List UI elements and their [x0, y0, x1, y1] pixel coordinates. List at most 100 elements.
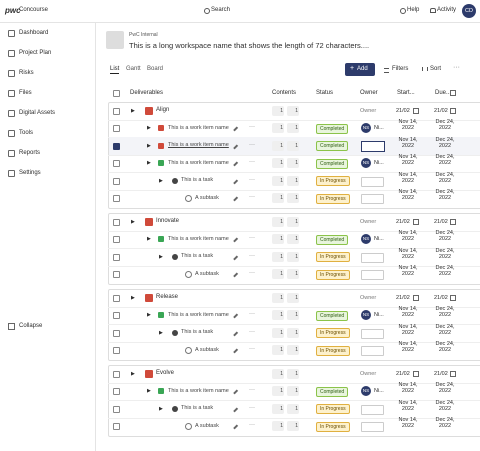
content-count[interactable]: 1 — [287, 193, 299, 204]
content-count[interactable]: 1 — [287, 140, 299, 151]
content-count[interactable]: 1 — [272, 193, 284, 204]
nav-item[interactable]: Digital Assets — [19, 110, 56, 116]
row-more[interactable]: ··· — [249, 235, 255, 242]
content-count[interactable]: 1 — [287, 175, 299, 186]
row-more[interactable]: ··· — [249, 404, 255, 411]
nav-item[interactable]: Dashboard — [19, 30, 49, 36]
row-name[interactable]: This is a work item name — [168, 311, 229, 318]
row-more[interactable]: ··· — [249, 141, 255, 148]
content-count[interactable]: 1 — [272, 345, 284, 356]
content-count[interactable]: 1 — [272, 140, 284, 151]
row-name[interactable]: A subtask — [195, 270, 219, 277]
nav-item[interactable]: Risks — [19, 70, 34, 76]
expand[interactable]: ▶ — [131, 370, 135, 377]
more[interactable]: ··· — [453, 64, 460, 71]
checkbox[interactable] — [113, 160, 120, 168]
row-name[interactable]: This is a work item name — [168, 142, 229, 149]
content-count[interactable]: 1 — [272, 105, 284, 116]
tab[interactable]: List — [110, 66, 120, 74]
row-more[interactable]: ··· — [249, 422, 255, 429]
row-more[interactable]: ··· — [249, 124, 255, 131]
add-button[interactable]: Add + — [345, 63, 375, 76]
checkbox[interactable] — [113, 312, 120, 320]
row-name[interactable]: This is a task — [181, 253, 214, 260]
nav-item[interactable]: Tools — [19, 130, 34, 136]
checkbox[interactable] — [113, 195, 120, 203]
checkbox[interactable] — [113, 218, 120, 226]
content-count[interactable]: 1 — [287, 269, 299, 280]
checkbox[interactable] — [113, 271, 120, 279]
row-more[interactable]: ··· — [249, 194, 255, 201]
owner-input[interactable] — [361, 328, 384, 339]
owner-input[interactable] — [361, 252, 384, 263]
checkbox[interactable] — [113, 294, 120, 302]
expand[interactable]: ▶ — [147, 236, 151, 243]
owner-input[interactable] — [361, 346, 384, 357]
deliverable-name[interactable]: Evolve — [156, 370, 175, 377]
sort[interactable]: Sort — [430, 66, 442, 72]
content-count[interactable]: 1 — [287, 234, 299, 245]
owner-input[interactable] — [361, 176, 384, 187]
expand[interactable]: ▶ — [147, 142, 151, 149]
expand[interactable]: ▶ — [159, 177, 163, 184]
row-more[interactable]: ··· — [249, 176, 255, 183]
expand[interactable]: ▶ — [147, 388, 151, 395]
row-more[interactable]: ··· — [249, 387, 255, 394]
checkbox[interactable] — [113, 236, 120, 244]
row-more[interactable]: ··· — [249, 328, 255, 335]
content-count[interactable]: 1 — [272, 386, 284, 397]
content-count[interactable]: 1 — [272, 327, 284, 338]
owner-input[interactable] — [361, 422, 384, 433]
content-count[interactable]: 1 — [272, 269, 284, 280]
checkbox[interactable] — [113, 370, 120, 378]
row-more[interactable]: ··· — [249, 311, 255, 318]
content-count[interactable]: 1 — [287, 403, 299, 414]
row-name[interactable]: A subtask — [195, 422, 219, 429]
content-count[interactable]: 1 — [287, 105, 299, 116]
checkbox[interactable] — [113, 423, 120, 431]
nav-item[interactable]: Settings — [19, 170, 41, 176]
content-count[interactable]: 1 — [272, 175, 284, 186]
checkbox[interactable] — [113, 329, 120, 337]
expand[interactable]: ▶ — [159, 405, 163, 412]
checkbox[interactable] — [113, 253, 120, 261]
content-count[interactable]: 1 — [272, 123, 284, 134]
checkbox[interactable] — [113, 125, 120, 133]
row-name[interactable]: A subtask — [195, 346, 219, 353]
expand[interactable]: ▶ — [159, 329, 163, 336]
expand[interactable]: ▶ — [131, 107, 135, 114]
content-count[interactable]: 1 — [287, 368, 299, 379]
tab[interactable]: Board — [147, 66, 164, 72]
deliverable-name[interactable]: Release — [156, 294, 179, 301]
content-count[interactable]: 1 — [287, 345, 299, 356]
expand[interactable]: ▶ — [147, 312, 151, 319]
row-name[interactable]: This is a work item name — [168, 235, 229, 242]
content-count[interactable]: 1 — [287, 251, 299, 262]
avatar[interactable]: CD — [462, 4, 476, 18]
row-name[interactable]: This is a work item name — [168, 387, 229, 394]
content-count[interactable]: 1 — [287, 421, 299, 432]
content-count[interactable]: 1 — [272, 251, 284, 262]
checkbox[interactable] — [113, 388, 120, 396]
owner-input[interactable] — [361, 140, 385, 152]
expand[interactable]: ▶ — [131, 218, 135, 225]
row-name[interactable]: This is a task — [181, 329, 214, 336]
content-count[interactable]: 1 — [272, 216, 284, 227]
deliverable-name[interactable]: Innovate — [156, 218, 180, 225]
checkbox[interactable] — [113, 90, 120, 97]
content-count[interactable]: 1 — [272, 292, 284, 303]
filters[interactable]: Filters — [392, 66, 409, 72]
checkbox[interactable] — [113, 405, 120, 413]
expand[interactable]: ▶ — [147, 160, 151, 167]
tab[interactable]: Gantt — [126, 66, 141, 72]
expand[interactable]: ▶ — [147, 125, 151, 132]
collapse[interactable]: Collapse — [19, 323, 43, 329]
content-count[interactable]: 1 — [287, 216, 299, 227]
content-count[interactable]: 1 — [287, 158, 299, 169]
content-count[interactable]: 1 — [287, 386, 299, 397]
content-count[interactable]: 1 — [272, 158, 284, 169]
deliverable-name[interactable]: Align — [156, 107, 170, 114]
owner-input[interactable] — [361, 270, 384, 281]
content-count[interactable]: 1 — [272, 234, 284, 245]
nav-item[interactable]: Files — [19, 90, 32, 96]
